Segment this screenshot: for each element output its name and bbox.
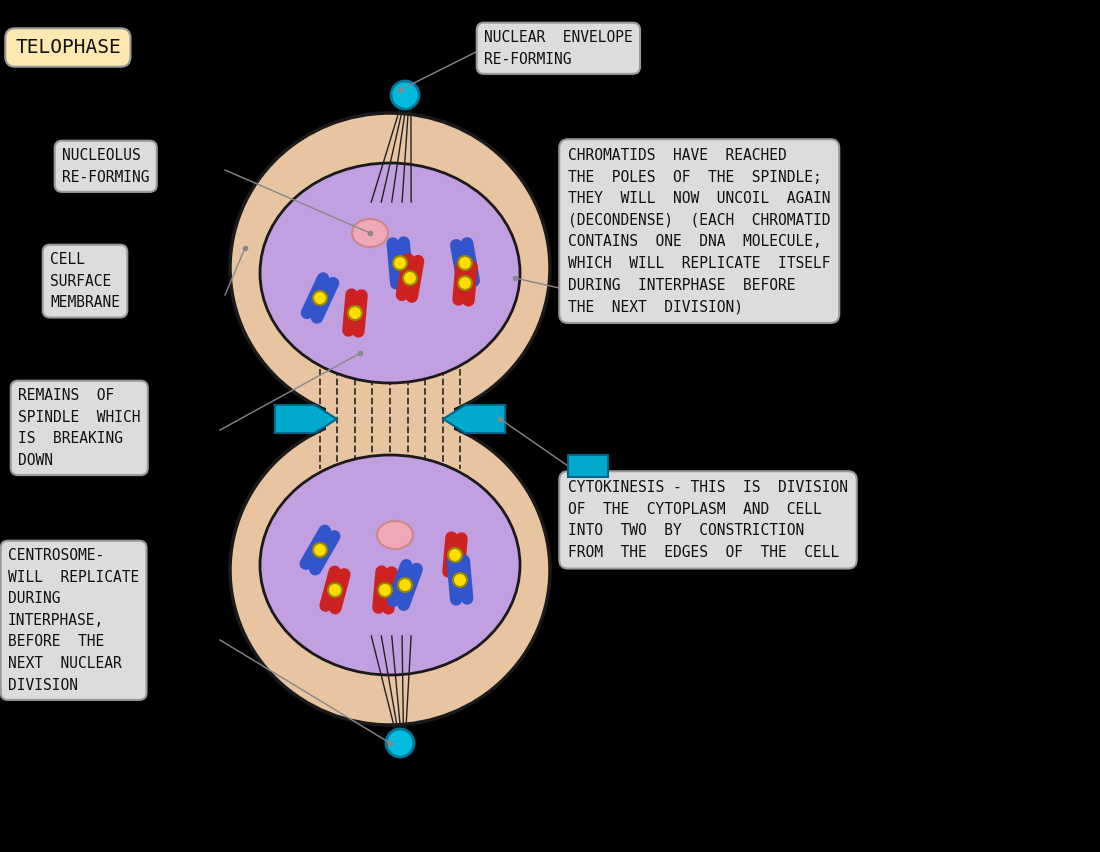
Text: TELOPHASE: TELOPHASE: [15, 38, 121, 57]
Circle shape: [458, 256, 472, 270]
Text: NUCLEAR  ENVELOPE
RE-FORMING: NUCLEAR ENVELOPE RE-FORMING: [484, 30, 632, 66]
Text: NUCLEOLUS
RE-FORMING: NUCLEOLUS RE-FORMING: [62, 148, 150, 185]
Text: CELL
SURFACE
MEMBRANE: CELL SURFACE MEMBRANE: [50, 252, 120, 310]
Circle shape: [386, 729, 414, 757]
Ellipse shape: [230, 113, 550, 423]
Circle shape: [314, 291, 327, 305]
Text: REMAINS  OF
SPINDLE  WHICH
IS  BREAKING
DOWN: REMAINS OF SPINDLE WHICH IS BREAKING DOW…: [18, 388, 141, 468]
FancyArrow shape: [443, 405, 505, 433]
Circle shape: [328, 583, 342, 597]
Circle shape: [403, 271, 417, 285]
Circle shape: [348, 306, 362, 320]
Circle shape: [453, 573, 468, 587]
Circle shape: [398, 578, 412, 592]
Circle shape: [448, 548, 462, 562]
FancyArrow shape: [275, 405, 337, 433]
Bar: [326, 380, 454, 458]
Text: CHROMATIDS  HAVE  REACHED
THE  POLES  OF  THE  SPINDLE;
THEY  WILL  NOW  UNCOIL : CHROMATIDS HAVE REACHED THE POLES OF THE…: [568, 148, 830, 314]
Circle shape: [314, 543, 327, 557]
Text: CYTOKINESIS - THIS  IS  DIVISION
OF  THE  CYTOPLASM  AND  CELL
INTO  TWO  BY  CO: CYTOKINESIS - THIS IS DIVISION OF THE CY…: [568, 480, 848, 560]
Bar: [568, 455, 608, 477]
Circle shape: [458, 276, 472, 290]
Circle shape: [390, 81, 419, 109]
Text: CENTROSOME-
WILL  REPLICATE
DURING
INTERPHASE,
BEFORE  THE
NEXT  NUCLEAR
DIVISIO: CENTROSOME- WILL REPLICATE DURING INTERP…: [8, 548, 140, 693]
Ellipse shape: [260, 163, 520, 383]
Ellipse shape: [260, 455, 520, 675]
Circle shape: [378, 583, 392, 597]
Ellipse shape: [230, 415, 550, 725]
Circle shape: [393, 256, 407, 270]
Ellipse shape: [352, 219, 388, 247]
Ellipse shape: [377, 521, 412, 549]
